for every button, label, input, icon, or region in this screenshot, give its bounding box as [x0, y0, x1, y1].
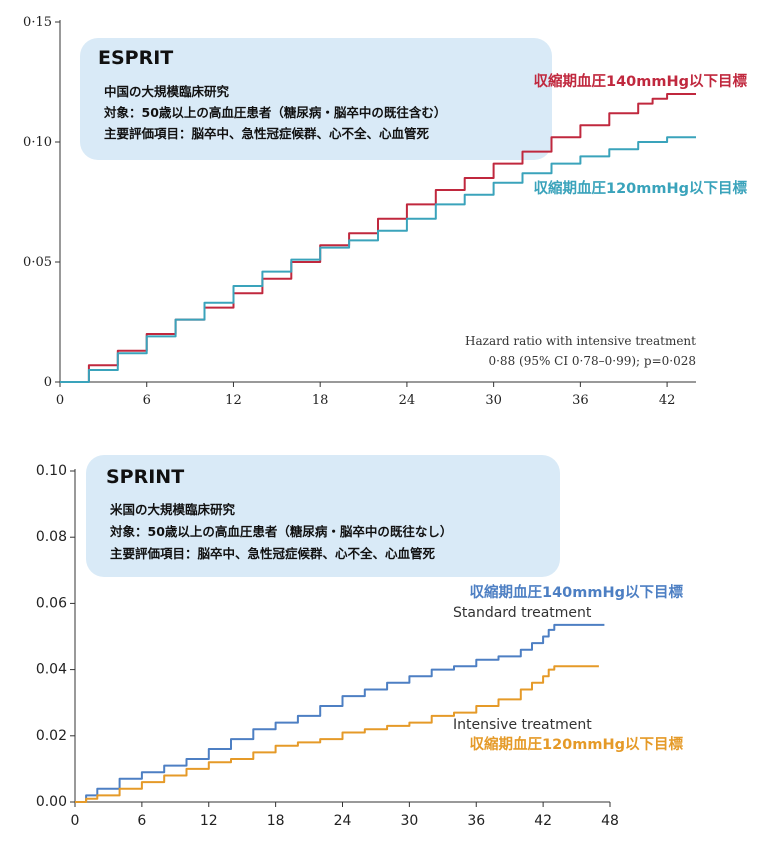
chart0-x-tick-label: 30 — [485, 393, 502, 408]
chart1-series-0-line — [75, 623, 605, 803]
esprit-standard-label: 収縮期血圧140mmHg以下目標 — [534, 72, 748, 90]
chart0-y-tick-label: 0·10 — [23, 135, 52, 150]
esprit-info-box — [80, 38, 552, 160]
chart1-x-tick-label: 6 — [137, 813, 146, 829]
chart1-y-tick-label: 0.10 — [36, 463, 67, 479]
chart0-series-1-line — [60, 136, 696, 383]
chart0-x-tick-label: 18 — [312, 393, 329, 408]
sprint-title: SPRINT — [106, 466, 184, 488]
sprint-info-box — [86, 455, 560, 577]
sprint-standard-english: Standard treatment — [453, 605, 592, 621]
chart1-x-tick-label: 24 — [334, 813, 352, 829]
chart1-y-tick-label: 0.04 — [36, 662, 67, 678]
chart1-x-tick-label: 48 — [601, 813, 619, 829]
chart1-x-tick-label: 36 — [467, 813, 485, 829]
sprint-intensive-label: 収縮期血圧120mmHg以下目標 — [470, 735, 684, 753]
chart1-x-tick-label: 12 — [200, 813, 218, 829]
esprit-info-line-1: 中国の大規模臨床研究 — [104, 84, 230, 99]
chart1-x-tick-label: 18 — [267, 813, 285, 829]
sprint-axes: 0 6 12 18 24 30 36 42 48 0.00 0.02 0.04 0.06 0.08 0.10 — [36, 463, 619, 829]
esprit-info-line-3: 主要評価項目：脳卒中、急性冠症候群、心不全、心血管死 — [104, 126, 430, 141]
sprint-info-line-2: 対象：50歳以上の高血圧患者（糖尿病・脳卒中の既往なし） — [109, 524, 452, 539]
sprint-intensive-english: Intensive treatment — [453, 717, 592, 733]
chart0-y-tick-label: 0 — [44, 375, 52, 390]
sprint-series-group — [75, 623, 605, 803]
esprit-title: ESPRIT — [98, 47, 173, 69]
chart1-x-tick-label: 0 — [71, 813, 80, 829]
chart1-x-tick-label: 30 — [400, 813, 418, 829]
chart0-x-tick-label: 36 — [572, 393, 589, 408]
chart0-x-tick-label: 12 — [225, 393, 242, 408]
chart0-y-tick-label: 0·15 — [23, 15, 52, 30]
sprint-info-line-3: 主要評価項目：脳卒中、急性冠症候群、心不全、心血管死 — [110, 546, 436, 561]
chart1-series-1-line — [75, 665, 599, 803]
esprit-axes: 0 6 12 18 24 30 36 42 0 0·05 0·10 0·15 — [23, 15, 696, 408]
chart1-y-tick-label: 0.00 — [36, 794, 67, 810]
hazard-ratio-value: 0·88 (95% CI 0·78–0·99); p=0·028 — [488, 354, 696, 368]
esprit-series-group — [60, 93, 696, 383]
chart1-y-tick-label: 0.06 — [36, 595, 67, 611]
chart1-y-tick-label: 0.02 — [36, 728, 67, 744]
chart1-y-tick-label: 0.08 — [36, 529, 67, 545]
hazard-ratio-label: Hazard ratio with intensive treatment — [465, 334, 696, 348]
chart0-x-tick-label: 6 — [143, 393, 151, 408]
chart0-x-tick-label: 24 — [399, 393, 416, 408]
chart0-x-tick-label: 42 — [659, 393, 676, 408]
sprint-panel: 0 6 12 18 24 30 36 42 48 0.00 0.02 0.04 0.06 0.08 0.10… — [36, 455, 684, 829]
sprint-info-line-1: 米国の大規模臨床研究 — [109, 502, 236, 517]
esprit-intensive-label: 収縮期血圧120mmHg以下目標 — [534, 179, 748, 197]
chart0-x-tick-label: 0 — [56, 393, 64, 408]
chart0-y-tick-label: 0·05 — [23, 255, 52, 270]
chart1-x-tick-label: 42 — [534, 813, 552, 829]
esprit-info-line-2: 対象：50歳以上の高血圧患者（糖尿病・脳卒中の既往含む） — [103, 105, 446, 120]
esprit-panel: ESPRIT 中国の大規模臨床研究 対象：50歳以上の高血圧患者（糖尿病・脳卒中… — [23, 15, 747, 408]
sprint-standard-label: 収縮期血圧140mmHg以下目標 — [470, 583, 684, 601]
